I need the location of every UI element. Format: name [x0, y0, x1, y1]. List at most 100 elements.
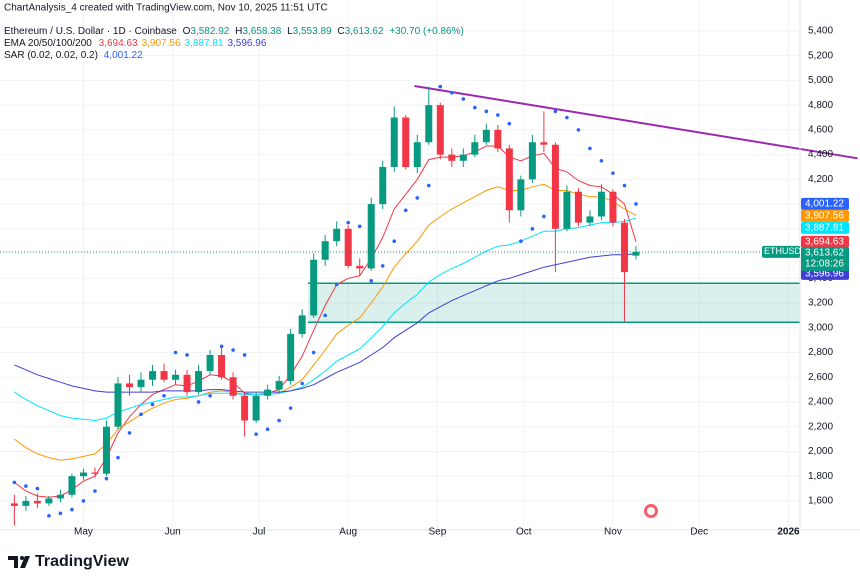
candle-body [402, 117, 410, 167]
sar-dot [58, 511, 63, 516]
candle-body [229, 377, 237, 396]
candle-body [459, 154, 467, 161]
y-tick-label: 4,800 [808, 100, 833, 111]
candle-body [574, 191, 582, 223]
logo-icon [8, 556, 30, 568]
candle-body [333, 228, 341, 242]
sar-dot [519, 239, 523, 243]
candle-body [102, 426, 110, 474]
candle-body [91, 472, 99, 474]
candle-body [471, 142, 479, 155]
sar-dot [311, 350, 316, 355]
sar-dot [403, 208, 408, 213]
sar-dot [576, 128, 581, 132]
event-icon [644, 504, 658, 518]
plot-area [0, 0, 858, 530]
candle-body [436, 105, 444, 155]
sar-dot [24, 484, 28, 488]
sar-value: 4,001.22 [104, 50, 143, 61]
current-tag-bg [801, 246, 849, 271]
sar-dot [553, 109, 558, 114]
y-tick-label: 5,000 [808, 75, 833, 86]
trendline [414, 84, 858, 160]
candle-body [206, 354, 214, 372]
candle-body [620, 222, 628, 273]
price-tag-bg [801, 221, 849, 234]
candle-body [79, 472, 87, 477]
y-tick-label: 4,400 [808, 149, 833, 160]
candle-body [10, 503, 18, 506]
candle-body [149, 371, 157, 380]
candle-body [56, 494, 64, 499]
candle-body [540, 142, 548, 145]
sar-dot [288, 406, 293, 410]
sar-dot [185, 353, 189, 357]
sar-dot [542, 214, 546, 219]
legend-sar: SAR (0.02, 0.02, 0.2) 4,001.22 [4, 50, 143, 61]
candle-body [68, 476, 76, 495]
y-tick-label: 3,200 [808, 298, 833, 309]
sar-dot [35, 486, 40, 491]
candle-body [183, 374, 191, 393]
sar-dot [461, 97, 466, 101]
ohlc-h: 3,658.38 [242, 26, 281, 37]
candle-body [609, 191, 617, 223]
candle-body [125, 383, 133, 388]
candle-body [172, 374, 180, 380]
candle-body [494, 129, 502, 149]
caption: ChartAnalysis_4 created with TradingView… [4, 3, 328, 14]
candle-body [413, 142, 421, 167]
candle-body [379, 166, 387, 205]
candle-body [528, 142, 536, 180]
logo: TradingView [8, 553, 130, 570]
x-tick-label: Oct [516, 527, 532, 538]
price-tag: 4,001.22 [805, 199, 844, 210]
sar-dot [611, 171, 615, 175]
sar-dot [12, 480, 17, 485]
sar-dot [588, 146, 592, 151]
sar-dot [93, 489, 97, 493]
countdown: 12:08:26 [805, 259, 844, 270]
candle-body [218, 354, 226, 378]
candle-body [367, 204, 375, 269]
candle-body [505, 148, 513, 211]
ema-value: 3,907.56 [142, 38, 181, 49]
sar-dot [507, 121, 512, 126]
symbol-tag-bg [762, 245, 800, 258]
candle-body [586, 216, 594, 223]
ohlc-l-label: L [287, 26, 293, 37]
candle-body [45, 498, 53, 504]
candle-body [551, 144, 559, 229]
y-tick-label: 2,800 [808, 347, 833, 358]
symbol: Ethereum / U.S. Dollar · 1D · Coinbase [4, 26, 177, 37]
candle-body [137, 379, 145, 388]
sar-dot [449, 90, 454, 95]
sar-dot [265, 427, 270, 431]
candle-body [356, 265, 364, 269]
y-tick-label: 1,600 [808, 496, 833, 507]
logo-icon [20, 556, 24, 560]
candle-body [482, 129, 490, 143]
x-tick-label: Aug [339, 527, 357, 538]
y-tick-label: 2,000 [808, 446, 833, 457]
x-tick-label: Jun [165, 527, 181, 538]
price-tag-bg [801, 235, 849, 248]
sar-dot [565, 115, 569, 120]
logo-text: TradingView [35, 553, 130, 570]
sar-dot [438, 84, 443, 89]
legend-symbol: Ethereum / U.S. Dollar · 1D · Coinbase O… [4, 26, 464, 37]
sar-dot [254, 432, 258, 436]
ema-line [14, 183, 637, 461]
candle-body [298, 315, 306, 334]
candle-body [241, 395, 249, 421]
candle-body [517, 179, 525, 211]
candle-body [632, 251, 640, 256]
candle-body [275, 380, 283, 390]
candle-body [448, 154, 456, 161]
sar-dot [496, 113, 500, 117]
legend-ema: EMA 20/50/100/200 3,694.63 3,907.56 3,887.… [4, 38, 267, 49]
sar-dot [369, 278, 374, 283]
sar-dot [599, 158, 604, 163]
